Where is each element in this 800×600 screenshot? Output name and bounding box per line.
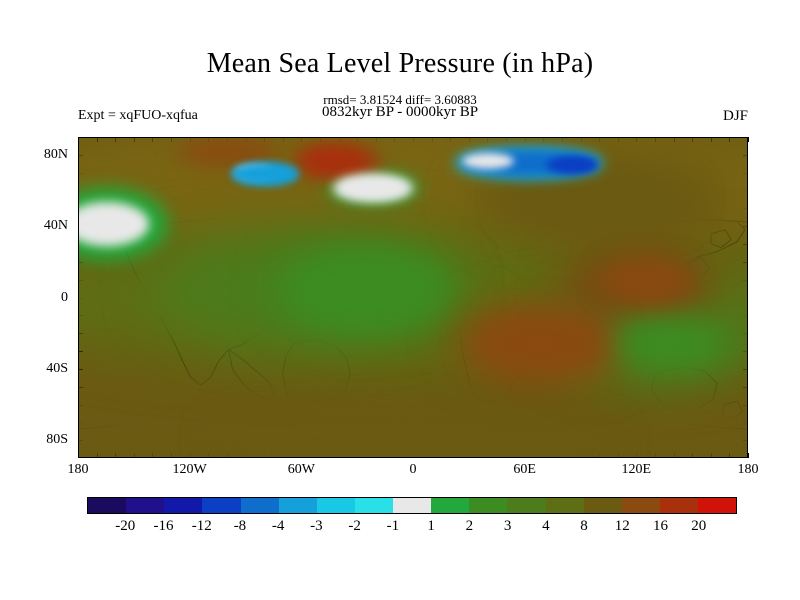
colorbar-cell <box>507 498 546 513</box>
axis-tick-mark <box>78 137 79 142</box>
colorbar-tick-label: -3 <box>310 518 323 534</box>
axis-tick-mark <box>748 137 749 142</box>
colorbar-tick-label: -20 <box>115 518 136 534</box>
axis-tick-mark <box>78 368 83 370</box>
page-title: Mean Sea Level Pressure (in hPa) <box>206 48 594 79</box>
anomaly-blob <box>474 315 615 372</box>
longitude-tick-label: 180 <box>67 462 89 477</box>
anomaly-blob <box>79 201 149 246</box>
latitude-tick-label: 0 <box>61 289 68 305</box>
colorbar-cell <box>316 498 355 513</box>
colorbar-cell <box>202 498 241 513</box>
anomaly-blob <box>175 138 280 167</box>
anomaly-field <box>79 138 747 457</box>
colorbar-cell <box>545 498 584 513</box>
longitude-tick-label: 60W <box>287 462 315 477</box>
longitude-tick-label: 180 <box>737 462 759 477</box>
period-annotation: 0832kyr BP - 0000kyr BP <box>321 104 479 120</box>
rmsd-annotation: rmsd= 3.81524 diff= 3.60883 <box>323 92 477 107</box>
axis-tick-mark <box>743 244 748 245</box>
colorbar-cell <box>659 498 698 513</box>
season-annotation: DJF <box>722 108 748 124</box>
latitude-tick-label: 40N <box>43 218 68 234</box>
anomaly-blob <box>297 259 438 320</box>
colorbar-cell <box>621 498 660 513</box>
colorbar-cell <box>88 498 127 513</box>
colorbar-tick-label: 1 <box>427 518 435 534</box>
colorbar-cell <box>354 498 393 513</box>
colorbar-cell <box>278 498 317 513</box>
anomaly-blob <box>605 317 726 370</box>
latitude-tick-label: 80S <box>46 432 68 448</box>
colorbar-tick-label: -4 <box>271 518 285 534</box>
anomaly-blob <box>333 173 414 202</box>
colorbar-cell <box>126 498 165 513</box>
colorbar-tick-label: -1 <box>386 518 400 534</box>
colorbar-tick-label: 3 <box>503 518 512 534</box>
axis-tick-mark <box>78 351 83 352</box>
latitude-axis: 80N 40N 0 40S 80S <box>0 137 72 458</box>
longitude-tick-label: 60E <box>513 462 536 477</box>
axis-tick-mark <box>748 453 749 458</box>
latitude-tick-label: 40S <box>46 360 68 376</box>
anomaly-blob <box>510 168 691 233</box>
colorbar-tick-label: 12 <box>614 518 630 534</box>
colorbar-tick-label: -12 <box>191 518 212 534</box>
latitude-tick-label: 80N <box>43 146 68 162</box>
axis-tick-mark <box>78 453 79 458</box>
colorbar-tick-label: -8 <box>233 518 247 534</box>
anomaly-blob <box>299 146 380 179</box>
colorbar-tick-label: 2 <box>465 518 474 534</box>
axis-tick-mark <box>743 368 748 370</box>
anomaly-blob <box>214 415 614 457</box>
anomaly-blob <box>601 258 692 303</box>
colorbar-cell <box>583 498 622 513</box>
anomaly-blob <box>546 156 599 173</box>
colorbar-tick-label: 4 <box>542 518 550 534</box>
colorbar <box>87 497 737 514</box>
longitude-tick-label: 120E <box>621 462 652 477</box>
colorbar-cell <box>393 498 432 513</box>
colorbar-cell <box>164 498 203 513</box>
colorbar-tick-label: -2 <box>348 518 361 534</box>
colorbar-cell <box>469 498 508 513</box>
colorbar-tick-label: 8 <box>580 518 588 534</box>
experiment-annotation: Expt = xqFUO-xqfua <box>78 108 198 123</box>
colorbar-cell <box>431 498 470 513</box>
longitude-tick-label: 120W <box>172 462 207 477</box>
map-plot-area <box>78 137 748 458</box>
anomaly-blob <box>462 153 515 170</box>
anomaly-blob <box>231 162 300 185</box>
colorbar-tick-label: -16 <box>153 518 174 534</box>
colorbar-cell <box>698 498 737 513</box>
colorbar-tick-label: 20 <box>691 518 707 534</box>
colorbar-cell <box>240 498 279 513</box>
colorbar-tick-label: 16 <box>653 518 669 534</box>
longitude-tick-label: 0 <box>409 462 417 477</box>
